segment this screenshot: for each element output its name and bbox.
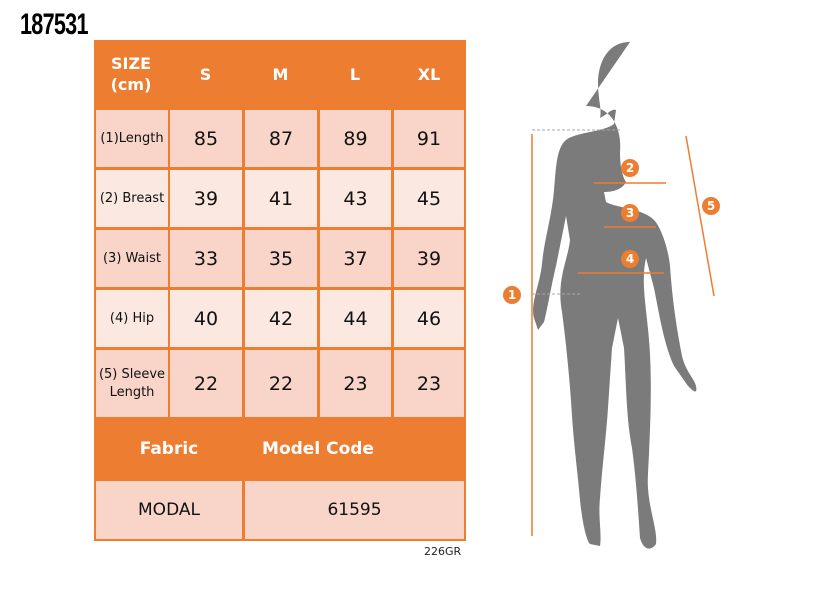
row-label: (2) Breast — [96, 170, 168, 227]
marker-5-label: 5 — [707, 199, 715, 213]
row-label: (5) Sleeve Length — [96, 350, 168, 417]
marker-4-label: 4 — [626, 252, 634, 266]
body-measurement-figure: 1 2 3 4 5 — [503, 42, 720, 549]
model-code-value: 61595 — [245, 481, 464, 539]
size-value-cell: 85 — [170, 110, 242, 167]
header-size: M — [272, 64, 289, 84]
size-table: SIZE (cm) S M L XL (1)Length 85 87 89 91 (2) … — [94, 40, 466, 541]
size-value-cell: 44 — [320, 290, 391, 347]
size-value-cell: 87 — [245, 110, 317, 167]
size-value-cell: 42 — [245, 290, 317, 347]
marker-2-icon — [621, 159, 639, 177]
header-size-label: SIZE (cm) — [110, 54, 152, 94]
product-code: 187531 — [20, 8, 88, 41]
size-value-cell: 37 — [320, 230, 391, 287]
marker-1-icon — [503, 286, 521, 304]
row-label: (4) Hip — [96, 290, 168, 347]
size-value-cell: 33 — [170, 230, 242, 287]
marker-1-label: 1 — [508, 288, 516, 302]
size-value-cell: 23 — [394, 350, 464, 417]
size-value-cell: 41 — [245, 170, 317, 227]
size-value-cell: 22 — [245, 350, 317, 417]
marker-4-icon — [621, 250, 639, 268]
size-value-cell: 22 — [170, 350, 242, 417]
marker-2-label: 2 — [626, 161, 634, 175]
row-label: (1)Length — [96, 110, 168, 167]
marker-3-label: 3 — [626, 206, 634, 220]
row-label: (3) Waist — [96, 230, 168, 287]
marker-5-icon — [702, 197, 720, 215]
body-silhouette — [533, 42, 697, 549]
size-value-cell: 46 — [394, 290, 464, 347]
header-size: XL — [417, 64, 441, 84]
fabric-label: Fabric — [139, 439, 199, 459]
size-value-cell: 91 — [394, 110, 464, 167]
header-size: L — [349, 64, 361, 84]
size-value-cell: 45 — [394, 170, 464, 227]
size-value-cell: 39 — [394, 230, 464, 287]
size-value-cell: 40 — [170, 290, 242, 347]
reference-code: 226GR — [424, 545, 462, 558]
size-value-cell: 35 — [245, 230, 317, 287]
sleeve-arrow — [685, 135, 715, 297]
size-value-cell: 89 — [320, 110, 391, 167]
header-size: S — [199, 64, 212, 84]
fabric-value: MODAL — [96, 481, 242, 539]
model-code-label: Model Code — [262, 439, 374, 459]
size-value-cell: 39 — [170, 170, 242, 227]
size-value-cell: 23 — [320, 350, 391, 417]
marker-3-icon — [621, 204, 639, 222]
size-value-cell: 43 — [320, 170, 391, 227]
